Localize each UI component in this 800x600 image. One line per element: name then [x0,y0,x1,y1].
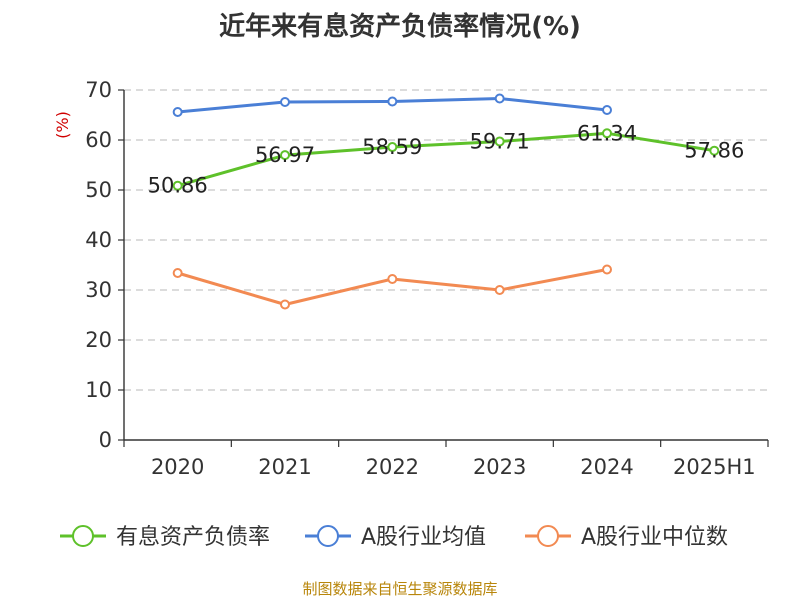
data-label: 56.97 [255,143,315,167]
grid-lines [124,89,768,391]
data-point [172,180,183,191]
x-tick-label: 2020 [151,455,204,479]
data-label: 57.86 [684,139,744,163]
y-tick-label: 10 [85,378,112,402]
y-tick-label: 20 [85,328,112,352]
data-source: 制图数据来自恒生聚源数据库 [302,580,498,598]
chart-title: 近年来有息资产负债率情况(%) [219,12,581,42]
y-tick-label: 50 [85,178,112,202]
axes: 0 10 20 30 40 50 60 70 2020 2021 2022 2023 2024 2025H… [53,78,769,479]
x-tick-label: 2022 [366,455,419,479]
data-label: 61.34 [577,121,637,145]
data-point [602,128,612,139]
x-tick-label: 2024 [580,455,633,479]
legend-marker [317,525,339,547]
data-point [387,274,398,284]
legend-label: A股行业均值 [361,525,486,550]
data-point [602,105,612,115]
data-point [602,264,612,275]
data-point [280,97,290,107]
y-axis-label: (%) [53,111,72,139]
legend: 有息资产负债率 A股行业均值 A股行业中位数 [60,525,728,550]
y-tick-label: 60 [85,128,112,152]
data-point [280,299,290,310]
data-point [387,142,398,153]
data-point [494,285,505,295]
data-label: 59.71 [470,129,530,153]
y-tick-label: 40 [85,228,112,252]
data-label: 58.59 [362,135,422,159]
data-point [494,136,505,147]
y-tick-label: 70 [85,78,112,102]
x-tick-label: 2025H1 [673,455,756,479]
data-label: 50.86 [148,174,208,198]
series-line-0 [177,131,715,188]
y-tick-label: 30 [85,278,112,302]
data-point [387,96,398,107]
series-lines [172,93,720,310]
data-point [280,150,290,161]
data-labels: 50.86 56.97 58.59 59.71 61.34 57.86 [148,121,745,197]
data-point [172,268,183,278]
y-tick-label: 0 [99,428,112,452]
legend-label: A股行业中位数 [581,525,728,550]
legend-marker [72,525,94,547]
data-point [709,145,720,156]
legend-marker [537,525,559,547]
legend-label: 有息资产负债率 [116,525,270,550]
x-tick-label: 2021 [258,455,311,479]
data-point [172,107,183,117]
data-point [494,93,505,104]
x-tick-label: 2023 [473,455,526,479]
